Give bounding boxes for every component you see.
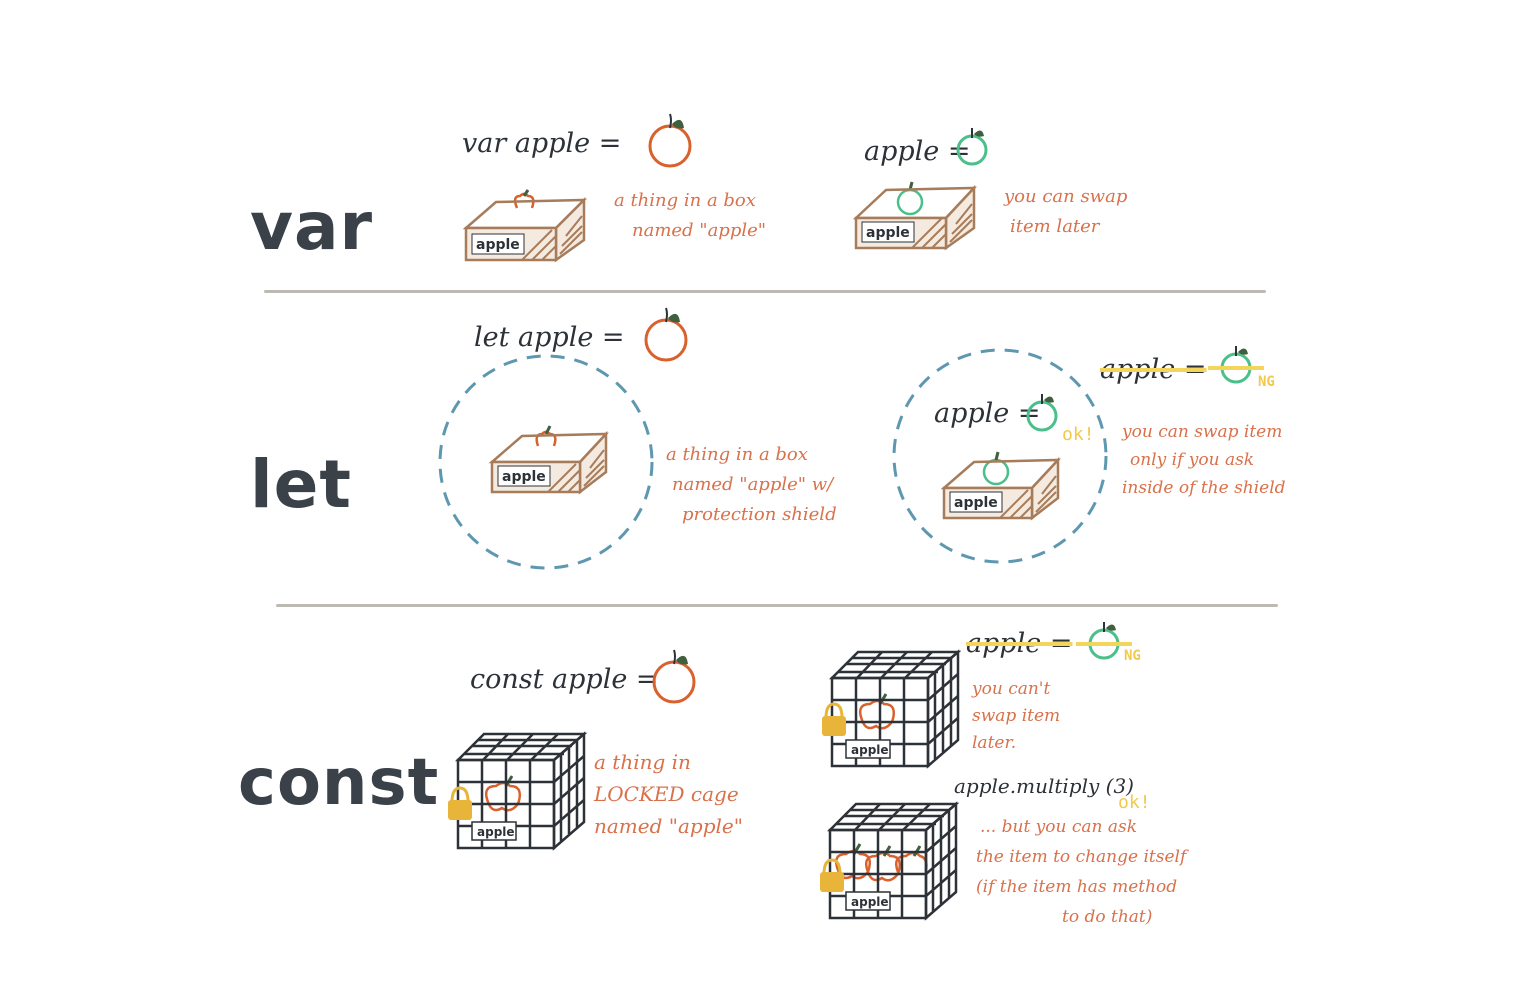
cage-label: apple — [851, 895, 889, 909]
note-line: (if the item has method — [976, 877, 1178, 897]
note-line: named "apple" w/ — [672, 474, 834, 495]
apple-box: apple — [488, 425, 609, 495]
const-note-1: a thing in LOCKED cage named "apple" — [594, 746, 743, 842]
var-reassign: apple = — [864, 136, 971, 167]
const-declaration: const apple = — [470, 664, 659, 695]
ng-label: NG — [1258, 374, 1275, 390]
note-line: item later — [1010, 216, 1100, 237]
lock-icon — [820, 858, 844, 892]
note-line: to do that) — [1062, 907, 1153, 927]
locked-cage: apple — [822, 649, 962, 769]
apple-box: apple — [940, 451, 1061, 521]
cage-label: apple — [477, 825, 515, 839]
let-note-2: you can swap item only if you ask inside… — [1122, 418, 1286, 502]
green-apple-icon — [1208, 346, 1264, 384]
note-line: LOCKED cage — [594, 782, 739, 806]
const-reassign: apple = — [966, 628, 1073, 659]
section-divider — [276, 604, 1278, 607]
note-line: you can't — [972, 679, 1051, 699]
var-note-2: you can swap item later — [1004, 182, 1127, 242]
note-line: you can swap — [1004, 186, 1128, 207]
note-line: ... but you can ask — [980, 817, 1138, 837]
let-declaration: let apple = — [474, 322, 625, 353]
protection-shield — [438, 354, 654, 570]
green-apple-icon — [956, 128, 988, 166]
note-line: protection shield — [682, 504, 837, 525]
const-note-2: you can't swap item later. — [972, 676, 1060, 757]
lock-icon — [822, 702, 846, 736]
var-keyword: var — [250, 188, 374, 265]
ok-label: ok! — [1118, 792, 1151, 813]
note-line: a thing in a box — [666, 444, 808, 465]
const-keyword: const — [238, 746, 440, 820]
locked-cage: apple — [820, 801, 960, 921]
let-note-1: a thing in a box named "apple" w/ protec… — [666, 440, 837, 530]
box-label: apple — [476, 237, 520, 253]
section-divider — [264, 290, 1266, 293]
note-line: named "apple" — [632, 220, 767, 241]
note-line: named "apple" — [594, 814, 743, 838]
note-line: inside of the shield — [1122, 478, 1286, 498]
note-line: a thing in — [594, 750, 691, 774]
lock-icon — [448, 786, 472, 820]
locked-cage: apple — [448, 731, 588, 851]
red-apple-icon — [644, 307, 688, 362]
red-apple-icon — [648, 113, 692, 168]
const-note-3: ... but you can ask the item to change i… — [976, 812, 1186, 932]
note-line: you can swap item — [1122, 422, 1283, 442]
green-apple-icon — [1076, 622, 1132, 660]
box-label: apple — [866, 225, 910, 241]
note-line: later. — [972, 733, 1017, 753]
protection-shield — [892, 348, 1108, 564]
const-method-call: apple.multiply (3) — [954, 774, 1134, 798]
note-line: only if you ask — [1130, 450, 1255, 470]
apple-box: apple — [852, 181, 977, 251]
box-label: apple — [954, 495, 998, 511]
ng-label: NG — [1124, 648, 1141, 664]
note-line: a thing in a box — [614, 190, 756, 211]
let-keyword: let — [250, 446, 352, 523]
apple-box: apple — [462, 189, 588, 263]
box-label: apple — [502, 469, 546, 485]
note-line: swap item — [972, 706, 1061, 726]
red-apple-icon — [652, 649, 696, 704]
ok-label: ok! — [1062, 424, 1095, 445]
var-declaration: var apple = — [462, 128, 622, 159]
green-apple-icon — [1026, 394, 1058, 432]
var-note-1: a thing in a box named "apple" — [612, 186, 766, 246]
let-inside-reassign: apple = — [934, 398, 1041, 429]
cage-label: apple — [851, 743, 889, 757]
note-line: the item to change itself — [976, 847, 1187, 867]
let-outside-reassign: apple = — [1100, 354, 1207, 385]
